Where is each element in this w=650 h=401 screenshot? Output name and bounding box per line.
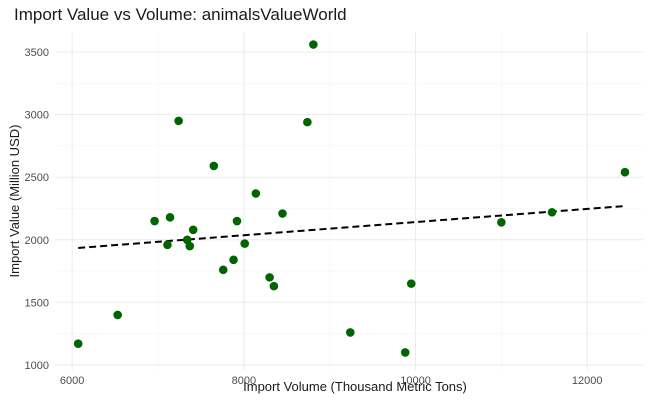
data-point: [620, 167, 630, 177]
y-axis-title: Import Value (Million USD): [7, 125, 22, 278]
y-tick-label: 3000: [25, 110, 49, 122]
data-point: [232, 216, 242, 226]
data-point: [150, 216, 159, 226]
x-tick-label: 6000: [60, 375, 84, 387]
data-point: [163, 240, 172, 250]
x-axis-title: Import Volume (Thousand Metric Tons): [243, 379, 467, 394]
trend-line: [78, 205, 626, 249]
trend-layer: [78, 205, 626, 249]
x-tick-label: 8000: [232, 375, 256, 387]
y-tick-label: 3500: [25, 47, 49, 59]
data-point: [229, 255, 238, 265]
y-tick-label: 2000: [25, 235, 49, 247]
data-point: [345, 328, 355, 337]
data-point: [185, 241, 195, 251]
y-tick-label: 1000: [25, 360, 49, 372]
data-point: [165, 212, 175, 222]
data-point: [174, 116, 183, 126]
data-point: [400, 348, 410, 357]
data-point: [309, 40, 318, 49]
data-point: [73, 339, 83, 349]
chart-title: Import Value vs Volume: animalsValueWorl…: [14, 5, 347, 24]
data-point: [209, 161, 219, 171]
data-point: [303, 117, 312, 127]
data-point: [406, 279, 416, 288]
grid-layer: [55, 32, 643, 370]
x-tick-label: 10000: [400, 375, 431, 387]
data-point: [188, 225, 198, 235]
data-point: [547, 207, 557, 217]
ticks-layer: 6000 8000 10000 12000 1000 1500 2000 2500 3000 35…: [25, 47, 603, 387]
y-tick-label: 1500: [25, 297, 49, 309]
data-point: [113, 310, 122, 320]
x-tick-label: 12000: [572, 375, 603, 387]
data-point: [265, 273, 274, 282]
points-layer: [73, 40, 630, 357]
data-point: [497, 217, 506, 227]
data-point: [269, 281, 279, 291]
data-point: [251, 189, 261, 198]
data-point: [278, 209, 287, 218]
y-tick-label: 2500: [25, 172, 49, 184]
data-point: [218, 265, 228, 275]
data-point: [240, 239, 250, 248]
